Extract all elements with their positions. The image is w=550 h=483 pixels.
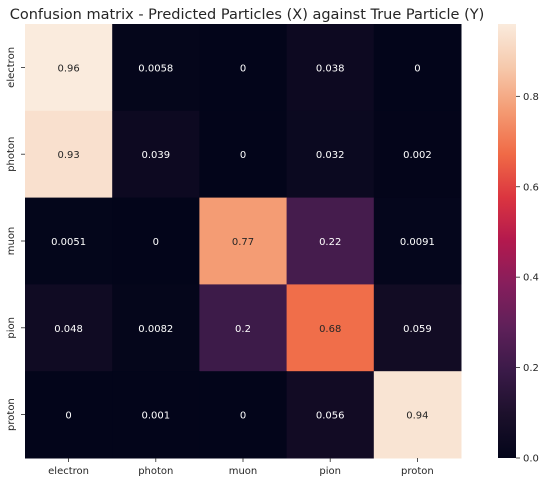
cell-annotation: 0.0058 — [138, 63, 173, 74]
cell-annotation: 0 — [240, 63, 246, 74]
colorbar-tick-label: 0.6 — [523, 182, 539, 193]
heatmap-cell — [373, 284, 462, 372]
cell-annotation: 0.77 — [232, 237, 254, 248]
heatmap-cell — [199, 371, 288, 459]
y-tick-label: proton — [6, 398, 17, 431]
heatmap-cell — [373, 197, 462, 285]
cell-annotations: 0.96 0.0058 0 0.038 0 0.93 0.039 0 0.032 0.002 0.0… — [51, 63, 435, 421]
y-axis: electron photon muon pion proton — [6, 47, 25, 431]
cell-annotation: 0.2 — [235, 324, 251, 335]
cell-annotation: 0 — [240, 411, 246, 422]
heatmap-cell — [286, 284, 375, 372]
cell-annotation: 0.001 — [141, 411, 170, 422]
colorbar-gradient — [498, 24, 516, 458]
colorbar-tick-label: 0.2 — [523, 363, 539, 374]
cell-annotation: 0.0082 — [138, 324, 173, 335]
heatmap-cell — [112, 371, 200, 459]
x-tick-label: muon — [229, 466, 258, 477]
cell-annotation: 0 — [240, 150, 246, 161]
x-tick-label: electron — [48, 466, 89, 477]
cell-annotation: 0.93 — [57, 150, 79, 161]
x-tick-label: proton — [401, 466, 434, 477]
y-tick-label: photon — [6, 137, 17, 172]
heatmap-cell — [112, 197, 200, 285]
x-tick-label: photon — [138, 466, 173, 477]
colorbar-tick-label: 0.8 — [523, 92, 539, 103]
cell-annotation: 0 — [153, 237, 159, 248]
cell-annotation: 0.039 — [141, 150, 170, 161]
heatmap-cells — [25, 24, 462, 459]
heatmap-cell — [25, 24, 113, 112]
heatmap-cell — [112, 110, 200, 199]
heatmap-cell — [373, 24, 462, 112]
heatmap-cell — [112, 284, 200, 372]
x-tick-label: pion — [319, 466, 341, 477]
cell-annotation: 0.0051 — [51, 237, 86, 248]
cell-annotation: 0 — [414, 63, 420, 74]
cell-annotation: 0.96 — [57, 63, 79, 74]
colorbar: 0.0 0.2 0.4 0.6 0.8 — [498, 24, 539, 465]
colorbar-tick-label: 0.0 — [523, 454, 539, 465]
heatmap-cell — [199, 110, 288, 199]
cell-annotation: 0.032 — [316, 150, 345, 161]
cell-annotation: 0.056 — [316, 411, 345, 422]
y-tick-label: pion — [6, 317, 17, 339]
heatmap-cell — [199, 197, 288, 285]
heatmap-cell — [286, 110, 375, 199]
heatmap-cell — [25, 284, 113, 372]
chart-title: Confusion matrix - Predicted Particles (… — [10, 7, 485, 23]
heatmap-cell — [25, 371, 113, 459]
heatmap-cell — [25, 197, 113, 285]
heatmap-cell — [199, 24, 288, 112]
heatmap-cell — [112, 24, 200, 112]
heatmap-cell — [373, 110, 462, 199]
heatmap-cell — [286, 197, 375, 285]
y-tick-label: muon — [6, 227, 17, 256]
cell-annotation: 0.038 — [316, 63, 345, 74]
cell-annotation: 0.048 — [54, 324, 83, 335]
heatmap-cell — [286, 371, 375, 459]
cell-annotation: 0.002 — [403, 150, 432, 161]
heatmap-cell — [25, 110, 113, 199]
y-tick-label: electron — [6, 47, 17, 88]
cell-annotation: 0.0091 — [400, 237, 435, 248]
colorbar-tick-label: 0.4 — [523, 273, 539, 284]
heatmap-cell — [373, 371, 462, 459]
cell-annotation: 0 — [65, 411, 71, 422]
cell-annotation: 0.94 — [406, 411, 428, 422]
heatmap-cell — [199, 284, 288, 372]
cell-annotation: 0.059 — [403, 324, 432, 335]
cell-annotation: 0.22 — [319, 237, 341, 248]
cell-annotation: 0.68 — [319, 324, 341, 335]
heatmap-cell — [286, 24, 375, 112]
x-axis: electron photon muon pion proton — [48, 458, 434, 477]
